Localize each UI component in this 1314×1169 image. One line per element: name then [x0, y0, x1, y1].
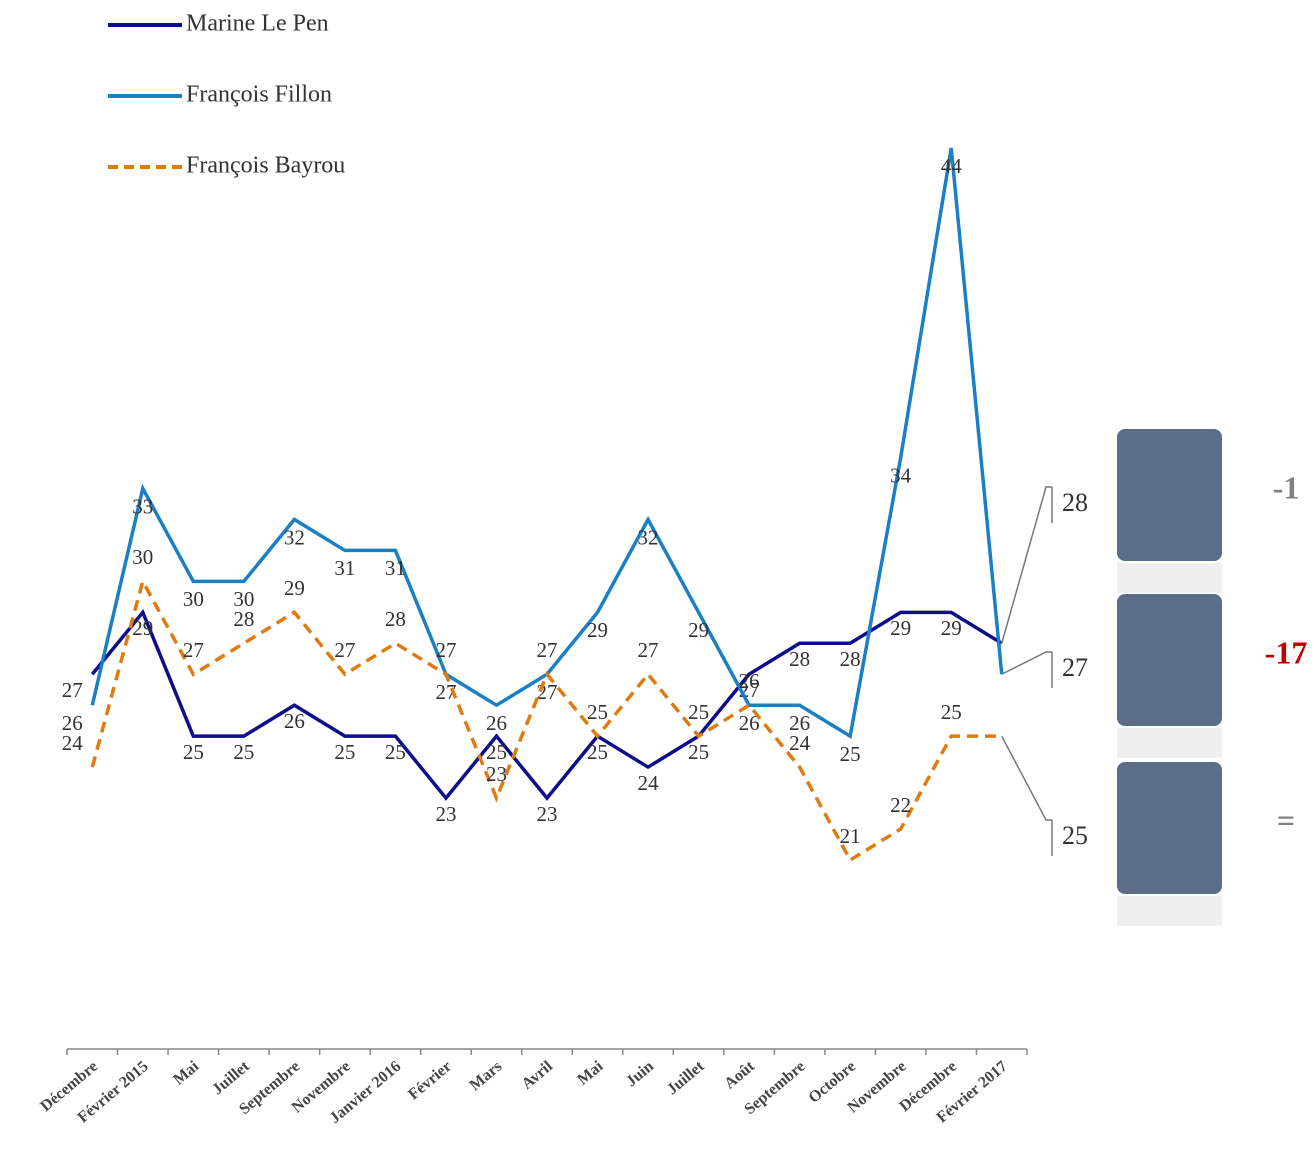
data-label: 34 — [890, 463, 912, 487]
data-label: 44 — [941, 154, 963, 178]
data-label: 31 — [334, 556, 355, 580]
data-label: 30 — [183, 587, 204, 611]
x-tick-label: Avril — [519, 1057, 557, 1092]
leader-line — [1001, 651, 1052, 675]
x-tick-label: Mars — [467, 1058, 506, 1094]
final-value: 27 — [1062, 653, 1088, 682]
data-label: 29 — [688, 618, 709, 642]
data-label: 25 — [587, 740, 608, 764]
data-label: 23 — [486, 762, 507, 786]
final-value: 25 — [1062, 821, 1088, 850]
data-label: 26 — [62, 711, 83, 735]
legend-label: Marine Le Pen — [186, 11, 329, 37]
data-label: 23 — [537, 802, 558, 826]
photo-reflection — [1117, 563, 1222, 593]
series-line — [90, 576, 1002, 863]
photo-reflection — [1117, 896, 1222, 926]
candidate-photo — [1117, 594, 1222, 726]
candidate-photo — [1117, 762, 1222, 894]
leader-line — [1001, 486, 1052, 644]
x-tick-label: Juin — [623, 1058, 657, 1091]
data-label: 32 — [284, 525, 305, 549]
data-label: 29 — [941, 616, 962, 640]
data-label: 25 — [688, 740, 709, 764]
data-label: 28 — [385, 607, 406, 631]
photo-reflection — [1117, 728, 1222, 758]
data-label: 27 — [435, 638, 456, 662]
data-label: 30 — [233, 587, 254, 611]
candidate-photo — [1117, 429, 1222, 561]
data-label: 25 — [840, 742, 861, 766]
data-label: 29 — [132, 616, 153, 640]
data-label: 25 — [334, 740, 355, 764]
x-tick-label: Juillet — [209, 1057, 253, 1098]
x-tick-label: Août — [721, 1057, 758, 1092]
data-label: 27 — [435, 680, 456, 704]
change-value: -1 — [1273, 469, 1300, 505]
data-label: 26 — [739, 669, 760, 693]
data-label: 31 — [385, 556, 406, 580]
data-label: 25 — [486, 740, 507, 764]
change-value: -17 — [1265, 634, 1308, 670]
data-label: 27 — [334, 638, 355, 662]
data-label: 29 — [284, 576, 305, 600]
data-label: 27 — [537, 638, 558, 662]
data-label: 25 — [233, 740, 254, 764]
data-label: 23 — [435, 802, 456, 826]
change-value: = — [1277, 802, 1295, 838]
x-tick-label: Mai — [574, 1057, 606, 1088]
data-label: 22 — [890, 793, 911, 817]
legend-label: François Bayrou — [186, 153, 345, 179]
x-tick-label: Mai — [170, 1057, 202, 1088]
data-label: 28 — [233, 607, 254, 631]
data-label: 33 — [132, 494, 153, 518]
data-label: 30 — [132, 545, 153, 569]
data-label: 29 — [890, 616, 911, 640]
x-tick-label: Février — [405, 1058, 455, 1104]
data-label: 32 — [638, 525, 659, 549]
series-line — [90, 608, 1003, 801]
data-label: 27 — [62, 678, 83, 702]
data-label: 27 — [638, 638, 659, 662]
data-label: 26 — [739, 711, 760, 735]
data-label: 28 — [840, 647, 861, 671]
data-label: 24 — [638, 771, 660, 795]
data-label: 26 — [284, 709, 305, 733]
x-tick-label: Juillet — [664, 1057, 708, 1098]
data-label: 21 — [840, 824, 861, 848]
data-label: 27 — [537, 680, 558, 704]
data-label: 29 — [587, 618, 608, 642]
data-label: 25 — [941, 700, 962, 724]
data-label: 25 — [183, 740, 204, 764]
data-label: 24 — [789, 731, 811, 755]
data-label: 27 — [183, 638, 204, 662]
data-label: 24 — [62, 731, 84, 755]
data-label: 26 — [789, 711, 810, 735]
data-label: 26 — [486, 711, 507, 735]
final-value: 28 — [1062, 488, 1088, 517]
data-label: 28 — [789, 647, 810, 671]
data-label: 25 — [688, 700, 709, 724]
leader-line — [1001, 735, 1052, 821]
data-label: 25 — [587, 700, 608, 724]
data-label: 25 — [385, 740, 406, 764]
legend-label: François Fillon — [186, 82, 332, 108]
